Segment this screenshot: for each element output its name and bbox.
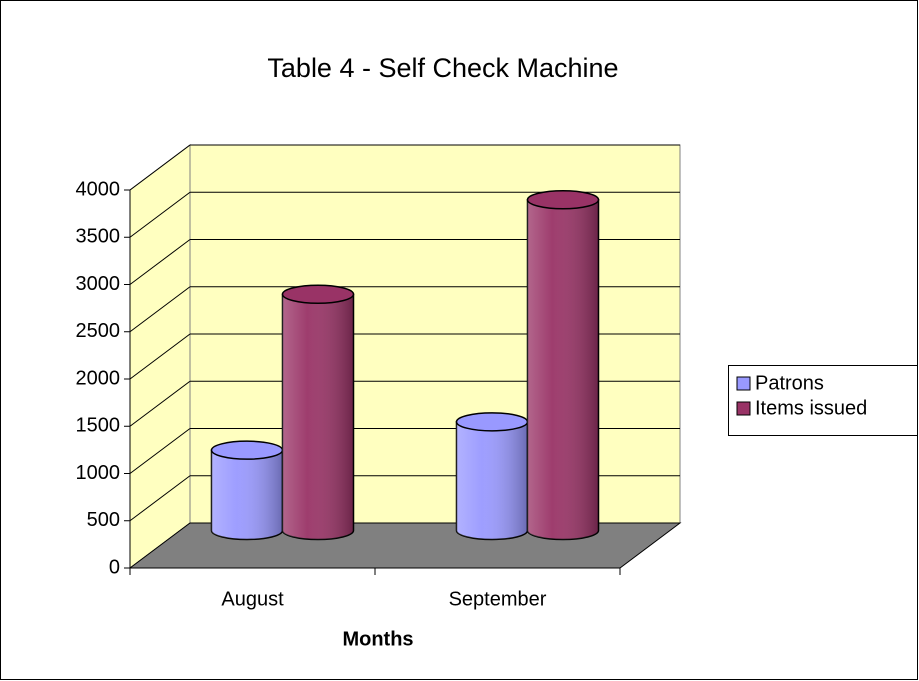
grid-line bbox=[129, 380, 191, 427]
legend-swatch bbox=[736, 376, 751, 391]
grid-line bbox=[129, 239, 191, 285]
y-tick-label: 2000 bbox=[76, 367, 121, 389]
chart-title: Table 4 - Self Check Machine bbox=[267, 53, 618, 83]
legend-swatch bbox=[736, 401, 751, 416]
legend-label: Items issued bbox=[755, 397, 867, 419]
grid-line bbox=[129, 333, 191, 380]
grid-line bbox=[129, 144, 191, 191]
y-tick-label: 1000 bbox=[76, 462, 121, 484]
cylinder-top bbox=[526, 190, 600, 210]
cylinder-shade bbox=[282, 294, 354, 540]
legend-box bbox=[728, 365, 918, 436]
x-tick-label: September bbox=[449, 588, 547, 610]
grid-line bbox=[129, 428, 191, 474]
cylinder-shade bbox=[456, 421, 528, 540]
cylinder-shade bbox=[211, 450, 283, 540]
cylinder-top bbox=[281, 284, 355, 304]
grid-line bbox=[129, 286, 191, 333]
grid-line bbox=[129, 191, 191, 238]
y-tick-label: 3500 bbox=[76, 226, 121, 248]
cylinder-top bbox=[455, 412, 529, 432]
cylinder-shade bbox=[527, 199, 599, 540]
y-tick-label: 500 bbox=[87, 509, 120, 531]
cylinder-top bbox=[210, 440, 284, 460]
grid-line bbox=[129, 475, 191, 522]
y-tick-label: 4000 bbox=[76, 178, 121, 200]
y-tick-label: 1500 bbox=[76, 415, 121, 437]
legend-label: Patrons bbox=[755, 372, 824, 394]
x-axis-label: Months bbox=[342, 628, 413, 650]
y-tick-label: 0 bbox=[109, 556, 120, 578]
y-tick-label: 3000 bbox=[76, 273, 121, 295]
y-tick-label: 2500 bbox=[76, 320, 121, 342]
x-tick-label: August bbox=[221, 588, 284, 610]
